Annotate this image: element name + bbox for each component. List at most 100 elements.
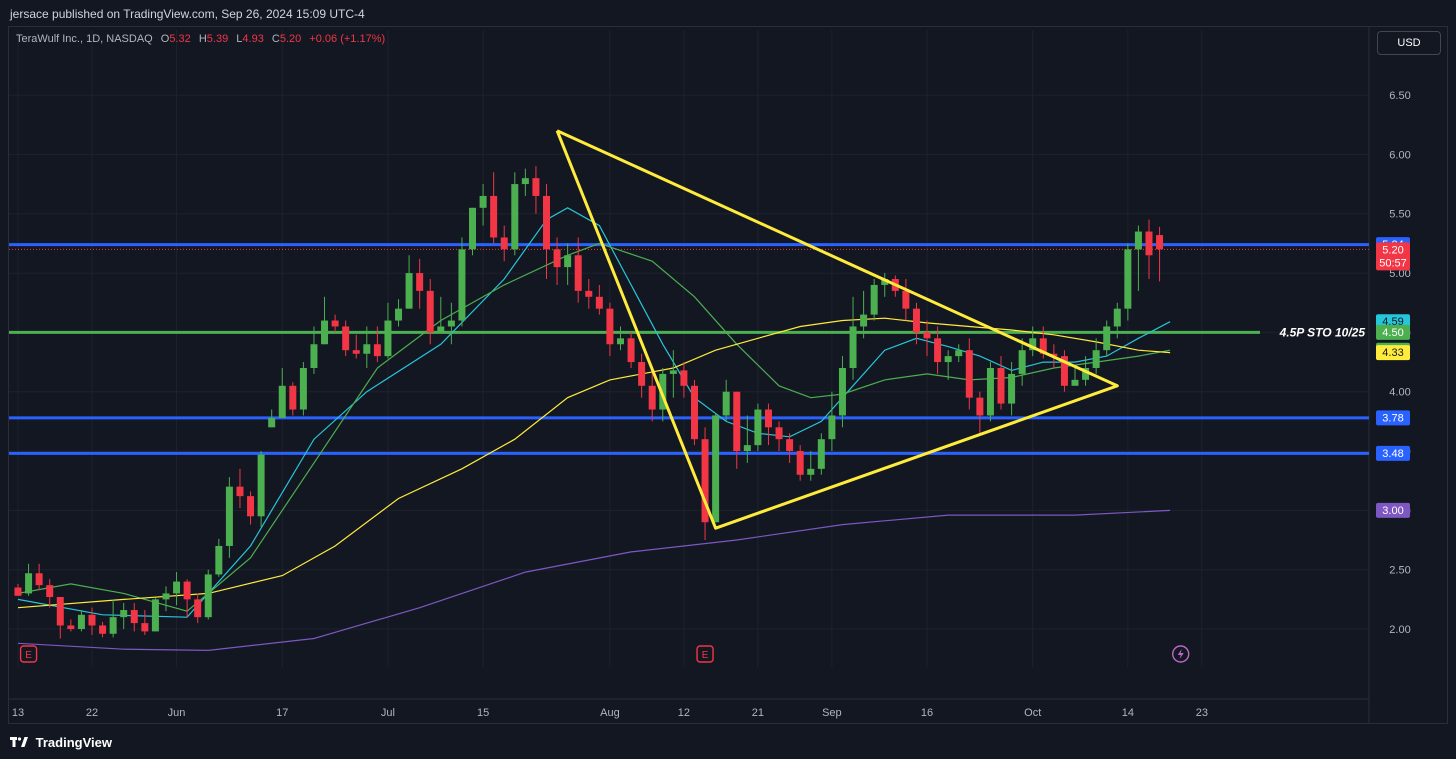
candle-body (437, 326, 445, 333)
candle-body (109, 617, 117, 634)
candle-body (564, 255, 572, 268)
candle-body (77, 614, 85, 630)
y-tick-label: 2.50 (1389, 565, 1410, 577)
footer (0, 728, 1456, 759)
candle-body (511, 184, 519, 250)
candle-body (680, 370, 688, 386)
candle-body (881, 279, 889, 285)
x-tick-label: Sep (822, 707, 842, 719)
candle-body (976, 397, 984, 416)
symbol-title: TeraWulf Inc., 1D, NASDAQ (16, 33, 153, 45)
candle-body (764, 409, 772, 428)
close-label: C (271, 33, 280, 45)
open-value: 5.32 (169, 33, 191, 45)
open-label: O (160, 33, 170, 45)
y-tick-label: 2.00 (1389, 624, 1410, 636)
price-tag-label: 3.78 (1382, 412, 1403, 424)
candle-body (299, 367, 307, 410)
x-tick-label: 23 (1196, 707, 1208, 719)
candle-body (183, 581, 191, 600)
candle-body (1018, 350, 1026, 374)
candle-body (120, 610, 128, 618)
candle-body (944, 356, 952, 363)
price-tag (1376, 242, 1410, 271)
candle-body (56, 596, 64, 626)
price-tag-label: 3.00 (1382, 505, 1403, 517)
candle-body (934, 338, 942, 363)
candle-body (1008, 373, 1016, 404)
candle-body (331, 320, 339, 327)
price-tag (1376, 324, 1410, 340)
candle-body (807, 468, 815, 475)
candle-body (838, 367, 846, 416)
candle-body (701, 439, 709, 523)
x-tick-label: 16 (921, 707, 933, 719)
candle-body (627, 338, 635, 363)
price-tag-label: 3.48 (1382, 448, 1403, 460)
candle-body (1029, 338, 1037, 351)
close-value: 5.20 (279, 33, 302, 45)
candle-body (722, 391, 730, 416)
candle-body (902, 290, 910, 309)
candle-body (986, 367, 994, 416)
candle-body (236, 486, 244, 497)
level-annotation: 4.5P STO 10/25 (1279, 325, 1366, 339)
candle-body (225, 486, 233, 546)
candle-body (194, 599, 202, 618)
candle-body (458, 249, 466, 321)
candle-body (860, 314, 868, 327)
candle-body (1082, 367, 1090, 380)
price-tag-label: 5.20 (1382, 244, 1403, 256)
tradingview-brand[interactable]: TradingView (10, 735, 112, 750)
candle-body (67, 625, 75, 630)
y-tick-label: 5.00 (1389, 268, 1410, 280)
triangle-pattern (555, 129, 1119, 530)
candle-body (88, 614, 96, 626)
y-tick-label: 4.00 (1389, 387, 1410, 399)
candle-body (796, 451, 804, 475)
low-value: 4.93 (242, 33, 264, 45)
candle-body (479, 195, 487, 208)
candle-body (754, 409, 762, 446)
lightning-icon (1177, 649, 1184, 659)
x-tick-label: 13 (12, 707, 24, 719)
price-tag (1376, 410, 1410, 426)
candle-body (363, 344, 371, 354)
candle-body (669, 370, 677, 374)
change-value: +0.06 (+1.17%) (309, 33, 386, 45)
x-tick-label: Jul (381, 707, 395, 719)
brand-label: TradingView (35, 735, 112, 750)
x-tick-label: 21 (752, 707, 764, 719)
candle-body (215, 545, 223, 575)
candle-body (955, 350, 963, 357)
candle-body (490, 195, 498, 238)
candle-body (426, 290, 434, 333)
candle-body (817, 439, 825, 469)
x-tick-label: Oct (1024, 707, 1041, 719)
candle-body (162, 593, 170, 600)
candle-body (310, 344, 318, 368)
candle-body (521, 178, 529, 185)
candle-body (870, 284, 878, 315)
candle-body (1124, 249, 1132, 309)
candle-body (321, 320, 329, 345)
candle-body (151, 599, 159, 632)
candle-body (447, 320, 455, 327)
candle-body (173, 581, 181, 594)
candle-body (923, 332, 931, 339)
candle-body (1092, 350, 1100, 368)
candle-body (1156, 235, 1164, 250)
candle-body (289, 385, 297, 410)
ma-yellow (17, 317, 1171, 609)
candle-body (46, 585, 54, 597)
y-tick-label: 5.50 (1389, 209, 1410, 221)
x-tick-label: 22 (86, 707, 98, 719)
candle-body (712, 415, 720, 523)
currency-button[interactable]: USD (1377, 31, 1441, 55)
candle-body (1039, 338, 1047, 354)
candle-body (395, 308, 403, 321)
candle-body (965, 350, 973, 398)
ema-cyan (17, 207, 1171, 618)
high-label: H (198, 33, 207, 45)
